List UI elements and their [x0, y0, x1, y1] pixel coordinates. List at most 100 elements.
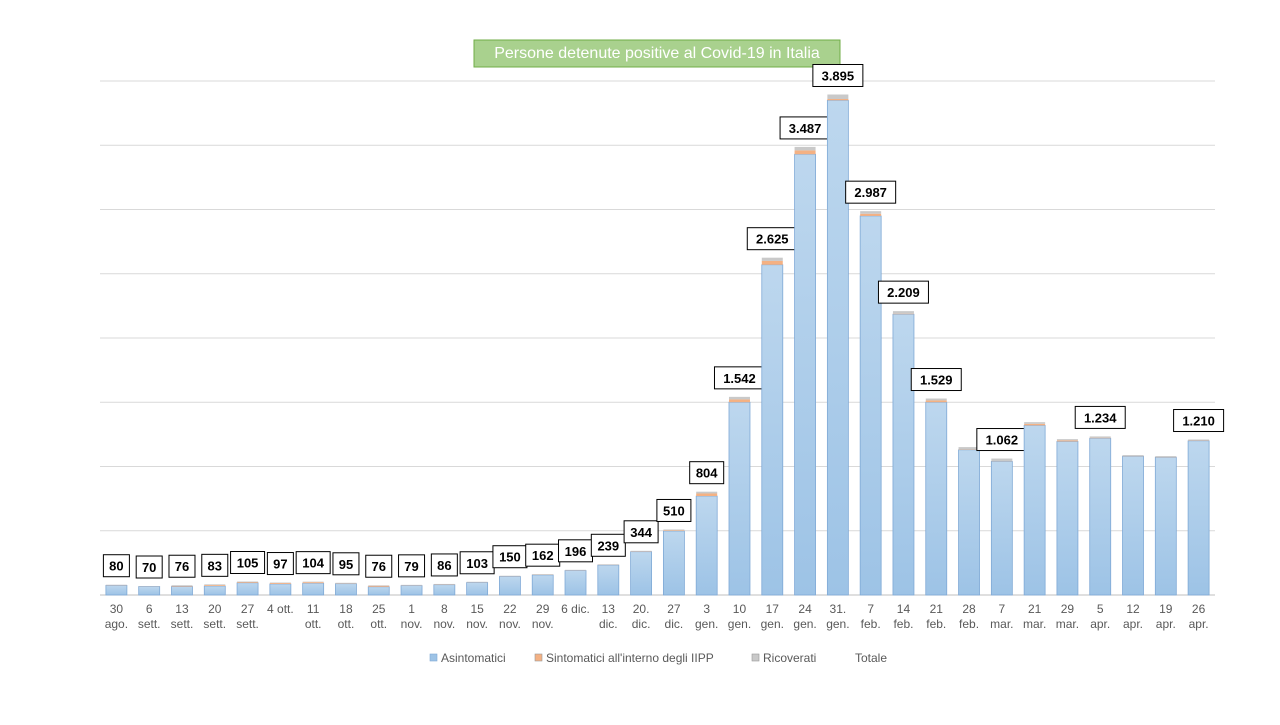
bar-segment: [991, 459, 1012, 462]
data-label: 1.234: [1084, 410, 1117, 425]
bar-segment: [499, 576, 520, 577]
bar-segment: [959, 450, 980, 595]
x-tick-label-line: sett.: [138, 617, 161, 631]
x-tick-label-line: 15: [470, 602, 484, 616]
x-tick-label-line: mar.: [1056, 617, 1079, 631]
x-tick-label-line: 6: [146, 602, 153, 616]
bar-segment: [467, 582, 488, 583]
legend-label: Totale: [855, 651, 887, 665]
x-tick-label: 31.gen.: [826, 602, 849, 631]
bar-segment: [565, 570, 586, 571]
bar-segment: [368, 587, 389, 595]
x-tick-label-line: sett.: [236, 617, 259, 631]
bar-segment: [631, 551, 652, 552]
x-tick-label-line: dic.: [599, 617, 618, 631]
x-tick-label-line: apr.: [1123, 617, 1143, 631]
x-tick-label-line: gen.: [695, 617, 718, 631]
bar-segment: [270, 583, 291, 584]
data-label: 2.209: [887, 285, 920, 300]
x-tick-label-line: 21: [930, 602, 944, 616]
data-label: 95: [339, 557, 353, 572]
legend-label: Sintomatici all'interno degli IIPP: [546, 651, 714, 665]
bar-segment: [1123, 456, 1144, 595]
data-label: 97: [273, 557, 287, 572]
bar-segment: [434, 584, 455, 585]
x-tick-label-line: dic.: [632, 617, 651, 631]
x-tick-label-line: 18: [339, 602, 353, 616]
x-tick-label-line: feb.: [861, 617, 881, 631]
x-tick-label-line: 22: [503, 602, 517, 616]
data-label: 83: [208, 558, 222, 573]
bar-segment: [270, 583, 291, 584]
bar-segment: [598, 564, 619, 565]
bar-segment: [171, 586, 192, 587]
data-label: 1.542: [723, 371, 756, 386]
legend-label: Ricoverati: [763, 651, 816, 665]
x-tick-label-line: 30: [110, 602, 124, 616]
bar-segment: [368, 586, 389, 587]
bar-segment: [204, 586, 225, 595]
x-tick-label-line: 3: [703, 602, 710, 616]
x-tick-label-line: 27: [667, 602, 681, 616]
data-label: 804: [696, 466, 718, 481]
data-label: 3.487: [789, 121, 822, 136]
bar-segment: [303, 582, 324, 583]
x-tick-label-line: 26: [1192, 602, 1206, 616]
data-label: 103: [466, 556, 488, 571]
bar-segment: [171, 587, 192, 595]
data-label: 76: [175, 559, 189, 574]
x-tick-label-line: feb.: [959, 617, 979, 631]
x-tick-label-line: 4 ott.: [267, 602, 294, 616]
x-tick-label: 20.dic.: [632, 602, 651, 631]
x-tick-label-line: gen.: [728, 617, 751, 631]
data-label: 3.895: [822, 68, 855, 83]
bar-segment: [1057, 441, 1078, 595]
bar-segment: [237, 582, 258, 583]
bar-segment: [696, 493, 717, 496]
data-label: 510: [663, 503, 685, 518]
bar-segment: [467, 583, 488, 595]
x-tick-label-line: feb.: [893, 617, 913, 631]
x-tick-label-line: 27: [241, 602, 255, 616]
bar-segment: [860, 214, 881, 216]
bar-segment: [335, 583, 356, 584]
x-tick-label-line: sett.: [171, 617, 194, 631]
x-tick-label-line: 31.: [830, 602, 847, 616]
data-label: 104: [302, 556, 324, 571]
x-tick-label-line: ago.: [105, 617, 128, 631]
bar-segment: [926, 399, 947, 401]
x-tick-label-line: apr.: [1189, 617, 1209, 631]
x-tick-label-line: ott.: [305, 617, 322, 631]
x-tick-label-line: dic.: [665, 617, 684, 631]
x-tick-label-line: nov.: [499, 617, 521, 631]
chart-title: Persone detenute positive al Covid-19 in…: [494, 45, 820, 62]
data-label: 105: [237, 556, 259, 571]
bar-segment: [1057, 439, 1078, 440]
x-tick-label-line: nov.: [433, 617, 455, 631]
bar-segment: [827, 99, 848, 100]
bar-segment: [795, 154, 816, 595]
bar-segment: [1155, 456, 1176, 457]
data-label: 239: [597, 538, 619, 553]
x-tick-label-line: 8: [441, 602, 448, 616]
bar-segment: [729, 402, 750, 595]
bar-segment: [663, 529, 684, 530]
x-tick-label-line: 12: [1126, 602, 1140, 616]
bar-segment: [926, 400, 947, 402]
x-tick-label-line: 28: [962, 602, 976, 616]
bar-segment: [106, 585, 127, 595]
bar-segment: [335, 584, 356, 595]
bar-segment: [434, 585, 455, 595]
bar-segment: [565, 571, 586, 595]
